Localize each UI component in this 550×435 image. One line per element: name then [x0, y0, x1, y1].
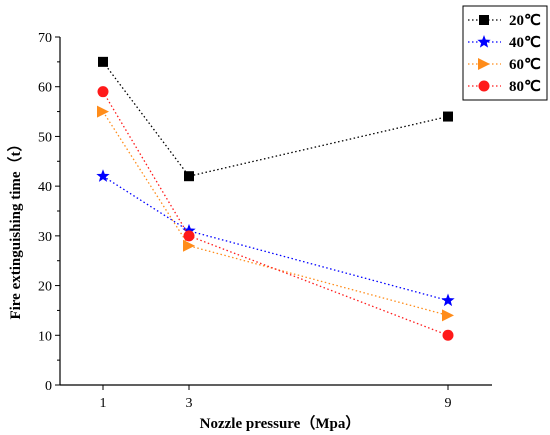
legend-label: 40℃: [509, 35, 541, 51]
data-point: [442, 329, 454, 341]
data-point: [97, 105, 109, 118]
y-axis-ticks: 0 10 20 30 40 50 60 70: [38, 31, 60, 394]
y-tick-label: 60: [38, 81, 52, 96]
series-layer: [96, 56, 455, 341]
legend-label: 20℃: [509, 13, 541, 29]
legend-marker: [479, 15, 489, 25]
data-point: [98, 56, 108, 67]
data-point: [184, 171, 194, 182]
legend-marker: [478, 58, 490, 70]
y-tick-label: 0: [45, 379, 52, 394]
x-axis-title: Nozzle pressure（Mpa）: [200, 414, 361, 432]
data-point: [443, 111, 453, 122]
legend-label: 60℃: [509, 57, 541, 73]
data-point: [442, 309, 454, 322]
axes: [59, 37, 492, 386]
y-tick-label: 30: [38, 230, 52, 245]
data-point: [441, 293, 455, 307]
series-line: [102, 91, 449, 336]
y-tick-label: 40: [38, 180, 52, 195]
series-4: [97, 86, 454, 341]
y-tick-label: 70: [38, 31, 52, 46]
x-tick-label: 3: [186, 396, 193, 411]
series-2: [96, 169, 455, 307]
series-line: [102, 61, 449, 177]
data-point: [97, 86, 109, 98]
legend-item: 20℃: [468, 13, 541, 29]
legend-marker: [478, 80, 490, 92]
legend-box: [462, 5, 548, 101]
data-point: [183, 230, 195, 242]
y-tick-label: 50: [38, 130, 52, 145]
x-axis-ticks: 1 3 9: [100, 385, 452, 411]
legend-item: 60℃: [468, 57, 541, 73]
legend-item: 40℃: [468, 35, 541, 51]
x-tick-label: 1: [100, 396, 107, 411]
series-3: [97, 105, 454, 322]
legend-marker: [477, 35, 491, 48]
legend: 20℃ 40℃ 60℃ 80℃: [462, 5, 548, 101]
series-1: [98, 56, 453, 182]
data-point: [96, 169, 110, 182]
y-tick-label: 10: [38, 329, 52, 344]
data-point: [182, 223, 196, 237]
x-tick-label: 9: [445, 396, 452, 411]
legend-label: 80℃: [509, 79, 541, 95]
y-axis-title: Fire extinguishing time（t）: [6, 136, 24, 319]
y-tick-label: 20: [38, 280, 52, 295]
data-point: [183, 239, 195, 252]
series-line: [102, 111, 449, 317]
series-line: [102, 175, 449, 302]
legend-item: 80℃: [468, 79, 541, 95]
